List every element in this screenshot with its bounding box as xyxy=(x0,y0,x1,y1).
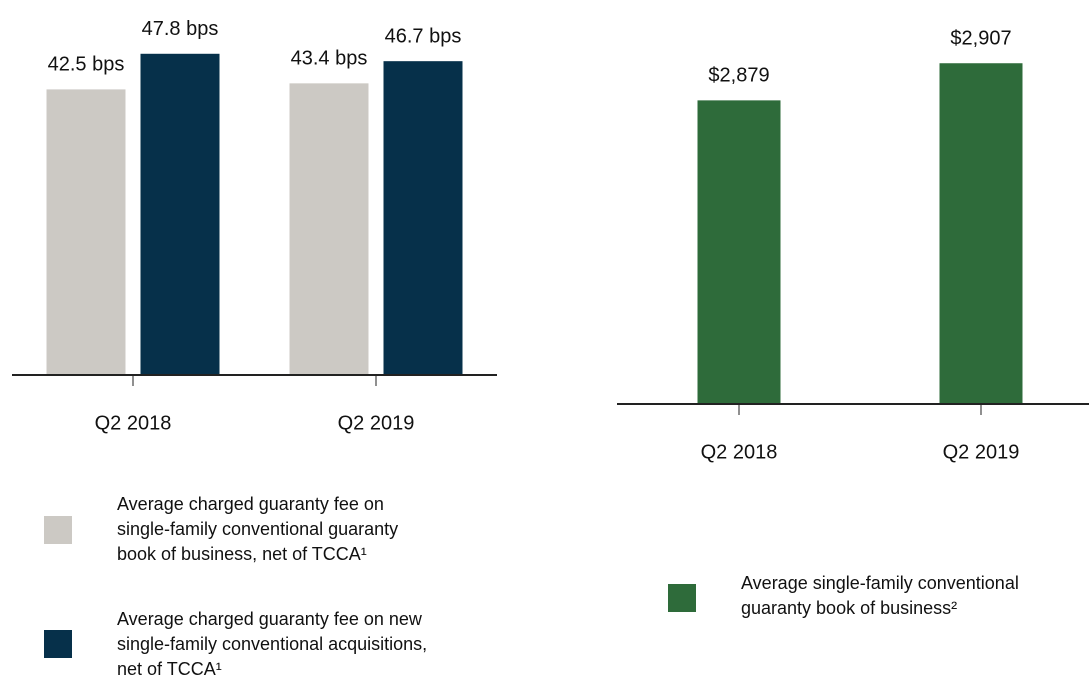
value-label: 46.7 bps xyxy=(385,25,462,47)
legend-swatch xyxy=(668,584,696,612)
value-label: 42.5 bps xyxy=(48,54,125,76)
legend-text: Average single-family conventional guara… xyxy=(741,573,1019,618)
x-tick-label: Q2 2018 xyxy=(701,441,778,463)
legend-swatch xyxy=(44,516,72,544)
value-label: $2,879 xyxy=(708,65,769,87)
bar xyxy=(289,83,369,376)
x-tick-label: Q2 2018 xyxy=(95,412,172,434)
bar xyxy=(939,63,1023,405)
bar xyxy=(140,53,220,376)
value-label: 43.4 bps xyxy=(291,48,368,70)
value-label: 47.8 bps xyxy=(142,18,219,40)
legend-text: Average charged guaranty fee on new sing… xyxy=(117,609,428,679)
legend-text: Average charged guaranty fee on single-f… xyxy=(117,494,399,564)
x-tick-label: Q2 2019 xyxy=(338,412,415,434)
bar xyxy=(383,61,463,376)
x-tick-label: Q2 2019 xyxy=(943,441,1020,463)
bar xyxy=(46,89,126,376)
legend-swatch xyxy=(44,630,72,658)
bar xyxy=(697,100,781,404)
value-label: $2,907 xyxy=(950,28,1011,50)
